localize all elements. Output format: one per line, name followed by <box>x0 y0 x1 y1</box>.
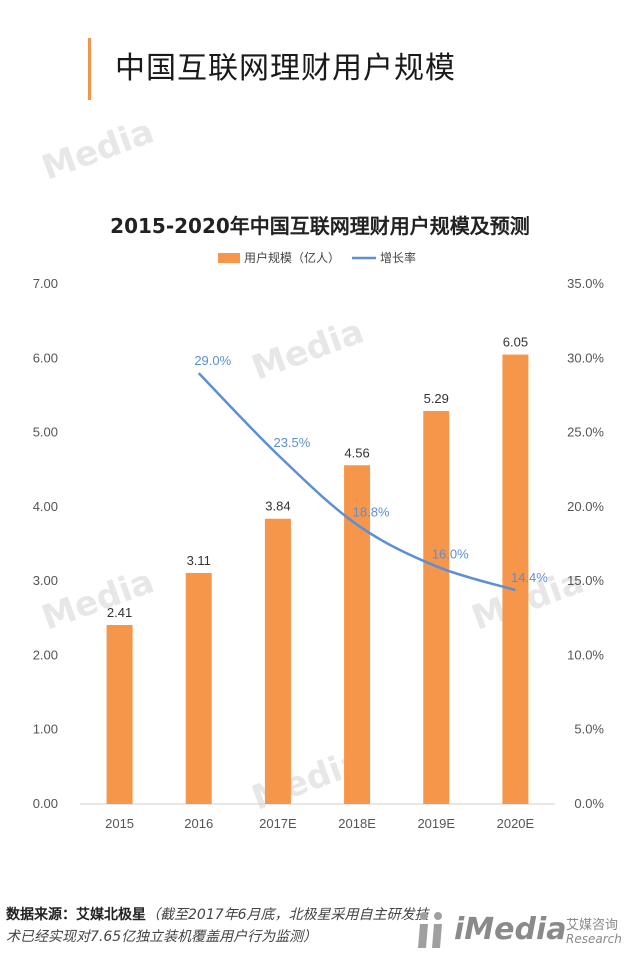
y-left-tick-label: 0.00 <box>33 796 58 811</box>
bar-2019E <box>423 411 450 804</box>
watermark: Media <box>36 111 160 189</box>
x-tick-label: 2019E <box>417 816 455 831</box>
y-left-tick-label: 2.00 <box>33 647 58 662</box>
bar-2015 <box>106 624 133 804</box>
y-right-tick-label: 30.0% <box>567 350 604 365</box>
y-right-tick-label: 15.0% <box>567 573 604 588</box>
x-tick-label: 2017E <box>259 816 297 831</box>
growth-rate-label: 14.4% <box>511 570 548 585</box>
legend-bar-swatch <box>218 253 240 263</box>
y-left-tick-label: 5.00 <box>33 425 58 440</box>
x-tick-label: 2018E <box>338 816 376 831</box>
x-tick-label: 2020E <box>497 816 535 831</box>
x-tick-label: 2016 <box>184 816 213 831</box>
x-tick-label: 2015 <box>105 816 134 831</box>
brand-en: Research <box>566 932 622 946</box>
y-right-tick-label: 5.0% <box>574 722 604 737</box>
growth-rate-label: 18.8% <box>353 505 390 520</box>
brand-name: iMedia <box>454 912 567 947</box>
growth-rate-label: 16.0% <box>432 546 469 561</box>
footer: 数据来源：艾媒北极星（截至2017年6月底，北极星采用自主研发技术已经实现对7.… <box>6 904 436 948</box>
y-right-tick-label: 35.0% <box>567 276 604 291</box>
y-left-tick-label: 7.00 <box>33 276 58 291</box>
y-left-tick-label: 6.00 <box>33 350 58 365</box>
chart-title: 2015-2020年中国互联网理财用户规模及预测 <box>110 214 530 238</box>
legend-bar-label: 用户规模（亿人） <box>244 250 340 265</box>
bar-value-label: 3.11 <box>187 553 211 568</box>
y-left-tick-label: 1.00 <box>33 722 58 737</box>
bar-value-label: 5.29 <box>424 391 449 406</box>
y-right-tick-label: 25.0% <box>567 425 604 440</box>
bar-value-label: 6.05 <box>503 335 528 350</box>
bar-value-label: 3.84 <box>265 499 290 514</box>
y-right-tick-label: 20.0% <box>567 499 604 514</box>
bar-value-label: 2.41 <box>107 605 132 620</box>
page-header: 中国互联网理财用户规模 <box>88 38 456 100</box>
brand-logo: iMedia 艾媒咨询 Research <box>416 908 626 952</box>
bar-2018E <box>344 465 371 804</box>
y-right-tick-label: 10.0% <box>567 647 604 662</box>
growth-rate-label: 29.0% <box>194 353 231 368</box>
y-left-tick-label: 4.00 <box>33 499 58 514</box>
bar-2020E <box>502 354 529 804</box>
page-title: 中国互联网理财用户规模 <box>115 51 456 86</box>
y-right-tick-label: 0.0% <box>574 796 604 811</box>
bar-2016 <box>185 572 212 804</box>
y-left-tick-label: 3.00 <box>33 573 58 588</box>
logo-dots-icon <box>418 912 442 948</box>
brand-cn: 艾媒咨询 <box>566 918 619 933</box>
growth-rate-label: 23.5% <box>273 435 310 450</box>
chart: 用户规模（亿人） 增长率 0.00 1.00 2.00 3.00 4.00 5.00 6.00 7… <box>33 250 605 831</box>
legend-line-label: 增长率 <box>380 250 416 265</box>
bar-value-label: 4.56 <box>344 445 369 460</box>
bar-2017E <box>264 518 291 804</box>
source-label: 数据来源：艾媒北极星 <box>6 907 146 923</box>
source-note: （截至2017年6月底，北极星采用自主研发技术已经实现对7.65亿独立装机覆盖用… <box>6 907 429 945</box>
